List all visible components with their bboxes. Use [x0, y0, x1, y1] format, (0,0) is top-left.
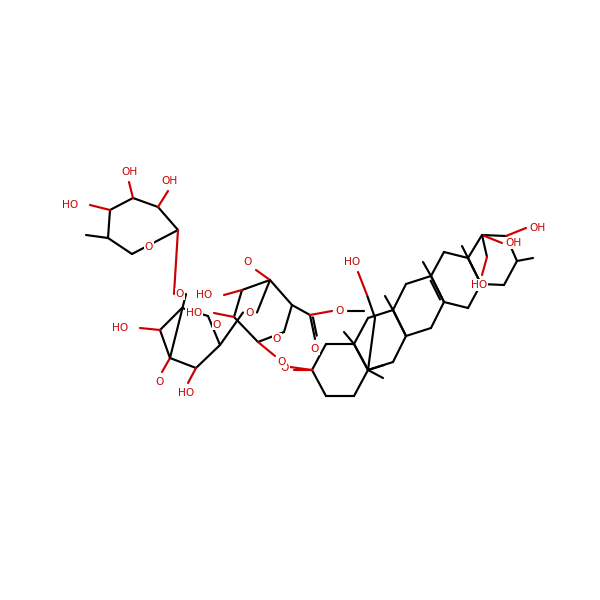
Text: HO: HO — [186, 308, 202, 318]
Text: O: O — [244, 257, 252, 267]
Text: HO: HO — [196, 290, 212, 300]
Text: O: O — [246, 307, 254, 317]
Text: O: O — [156, 377, 164, 387]
Text: O: O — [336, 306, 344, 316]
Text: O: O — [176, 289, 184, 299]
Text: O: O — [311, 344, 319, 354]
Text: HO: HO — [62, 200, 78, 210]
Text: O: O — [213, 319, 221, 329]
Text: HO: HO — [112, 323, 128, 333]
Text: OH: OH — [122, 167, 138, 177]
Text: OH: OH — [505, 238, 521, 248]
Text: O: O — [273, 334, 281, 344]
Text: HO: HO — [344, 257, 360, 267]
Text: HO: HO — [471, 280, 487, 290]
Text: OH: OH — [529, 223, 545, 233]
Text: O: O — [145, 242, 153, 252]
Text: HO: HO — [178, 388, 194, 398]
Text: O: O — [281, 363, 289, 373]
Text: OH: OH — [162, 176, 178, 186]
Text: O: O — [278, 357, 286, 367]
